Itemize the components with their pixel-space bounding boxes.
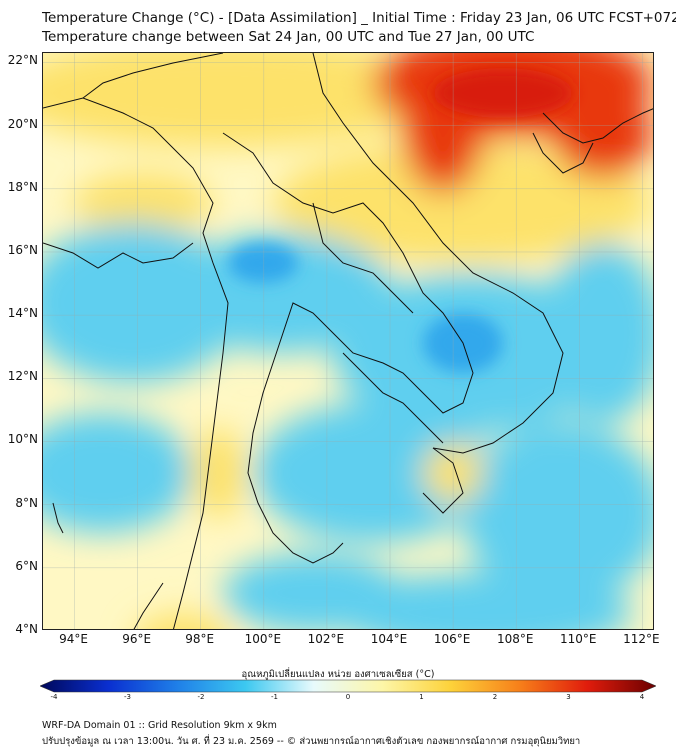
colorbar (40, 679, 656, 693)
latitude-tick-label: 16°N (7, 242, 38, 257)
longitude-tick-label: 104°E (370, 632, 408, 646)
longitude-tick-label: 112°E (623, 632, 660, 646)
colorbar-tick-label: 1 (419, 693, 424, 701)
latitude-tick-label: 6°N (15, 558, 38, 573)
latitude-tick-label: 20°N (7, 116, 38, 131)
country-borders (43, 53, 653, 629)
colorbar-tick-label: 0 (345, 693, 351, 701)
map-title: Temperature Change (°C) - [Data Assimila… (42, 10, 676, 26)
colorbar-title: อุณหภูมิเปลี่ยนแปลง หน่วย องศาเซลเซียส (… (241, 669, 435, 680)
latitude-tick-label: 22°N (7, 53, 38, 68)
latitude-tick-label: 12°N (7, 369, 38, 384)
colorbar-tick-label: -2 (197, 693, 205, 701)
longitude-tick-label: 98°E (185, 632, 215, 646)
longitude-tick-label: 100°E (244, 632, 282, 646)
latitude-tick-label: 18°N (7, 179, 38, 194)
colorbar-tick-label: 3 (566, 693, 571, 701)
colorbar-tick-label: 2 (492, 693, 498, 701)
map-canvas (43, 53, 653, 629)
longitude-tick-label: 96°E (122, 632, 152, 646)
longitude-tick-label: 106°E (433, 632, 471, 646)
map-subtitle: Temperature change between Sat 24 Jan, 0… (42, 29, 535, 45)
longitude-tick-label: 102°E (307, 632, 345, 646)
longitude-tick-label: 110°E (560, 632, 597, 646)
latitude-tick-label: 14°N (7, 306, 38, 321)
colorbar-tick-label: -1 (271, 693, 278, 701)
graticule (43, 53, 653, 629)
latitude-tick-label: 4°N (15, 622, 38, 636)
credit-line: ปรับปรุงข้อมูล ณ เวลา 13:00น. วัน ศ. ที่… (42, 736, 581, 747)
temperature-change-map[interactable] (42, 52, 654, 630)
colorbar-tick-label: 4 (639, 693, 645, 701)
latitude-tick-label: 10°N (7, 432, 38, 447)
colorbar-tick-label: -3 (124, 693, 131, 701)
colorbar-bar (40, 679, 656, 693)
longitude-tick-label: 94°E (59, 632, 88, 646)
model-info: WRF-DA Domain 01 :: Grid Resolution 9km … (42, 720, 277, 731)
colorbar-tick-label: -4 (50, 693, 58, 701)
temperature-field (43, 53, 653, 629)
longitude-tick-label: 108°E (496, 632, 534, 646)
latitude-tick-label: 8°N (15, 495, 38, 510)
